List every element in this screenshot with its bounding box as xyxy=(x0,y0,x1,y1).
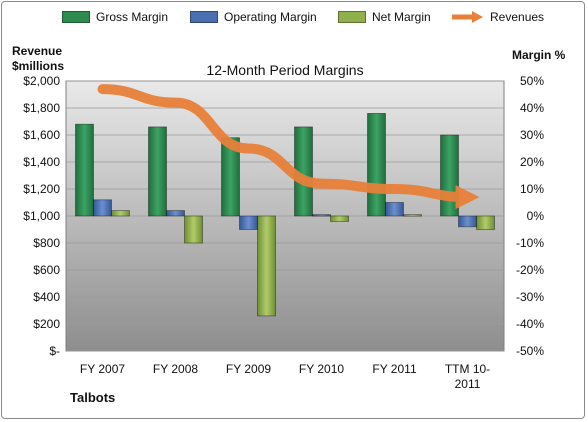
operating-margin-bar xyxy=(458,215,477,228)
y-left-tick-label: $200 xyxy=(33,317,60,331)
x-tick-label: FY 2010 xyxy=(299,362,344,376)
gross-margin-bar xyxy=(221,137,240,217)
legend-swatch-gross xyxy=(62,11,90,23)
legend-label-net: Net Margin xyxy=(372,10,431,24)
y-left-tick-label: $1,800 xyxy=(23,101,60,115)
y-right-tick-label: 50% xyxy=(520,74,544,88)
legend-swatch-operating xyxy=(190,11,218,23)
net-margin-bar xyxy=(403,214,422,217)
x-tick-label: FY 2011 xyxy=(372,362,417,376)
net-margin-bar xyxy=(111,210,130,217)
legend-operating-margin: Operating Margin xyxy=(190,10,317,24)
y-right-tick-label: 10% xyxy=(520,182,544,196)
operating-margin-bar xyxy=(312,214,331,217)
legend-label-revenues: Revenues xyxy=(490,10,545,24)
net-margin-bar xyxy=(184,215,203,244)
revenue-line-layer xyxy=(97,84,480,210)
net-margin-bar xyxy=(330,215,349,222)
legend-gross-margin: Gross Margin xyxy=(62,10,168,24)
y-left-tick-label: $1,400 xyxy=(23,155,60,169)
gross-margin-bar xyxy=(75,123,94,217)
gross-margin-bar xyxy=(367,113,386,217)
y-left-tick-label: $400 xyxy=(33,290,60,304)
gross-margin-bar xyxy=(440,134,459,217)
operating-margin-bar xyxy=(93,199,112,217)
operating-margin-bar xyxy=(239,215,258,230)
y-right-tick-label: -50% xyxy=(516,344,544,358)
revenue-line xyxy=(97,84,480,210)
y-left-tick-label: $600 xyxy=(33,263,60,277)
bars xyxy=(75,113,495,317)
y-left-tick-label: $1,000 xyxy=(23,209,60,223)
left-axis-label-line2: $millions xyxy=(12,59,65,73)
x-tick-label: TTM 10- xyxy=(445,362,490,376)
net-margin-bar xyxy=(257,215,276,317)
y-left-tick-label: $1,600 xyxy=(23,128,60,142)
y-right-tick-label: 20% xyxy=(520,155,544,169)
x-tick-label: 2011 xyxy=(455,377,481,391)
y-left-tick-label: $- xyxy=(49,344,60,358)
y-right-tick-label: 0% xyxy=(527,209,545,223)
operating-margin-bar xyxy=(385,202,404,217)
y-left-tick-label: $1,200 xyxy=(23,182,60,196)
legend-revenues: Revenues xyxy=(450,10,544,24)
y-right-tick-label: -10% xyxy=(516,236,544,250)
legend-label-gross: Gross Margin xyxy=(96,10,169,24)
company-name: Talbots xyxy=(70,390,116,405)
right-axis-label: Margin % xyxy=(512,48,566,62)
legend-swatch-net xyxy=(338,11,366,23)
operating-margin-bar xyxy=(166,210,185,217)
x-tick-label: FY 2008 xyxy=(153,362,198,376)
x-tick-label: FY 2009 xyxy=(226,362,271,376)
net-margin-bar xyxy=(476,215,495,230)
legend-net-margin: Net Margin xyxy=(338,10,431,24)
gross-margin-bar xyxy=(148,126,167,217)
y-left-tick-label: $2,000 xyxy=(23,74,60,88)
legend-label-operating: Operating Margin xyxy=(224,10,317,24)
y-right-tick-label: -30% xyxy=(516,290,544,304)
y-right-tick-label: 30% xyxy=(520,128,544,142)
y-right-tick-label: 40% xyxy=(520,101,544,115)
x-tick-label: FY 2007 xyxy=(80,362,125,376)
gridlines xyxy=(66,80,504,352)
y-right-tick-label: -40% xyxy=(516,317,544,331)
left-axis-label-line1: Revenue xyxy=(12,44,63,58)
chart-title: 12-Month Period Margins xyxy=(206,62,364,78)
left-axis-label: Revenue $millions xyxy=(12,44,64,74)
legend-arrow-icon xyxy=(452,11,483,23)
y-left-tick-label: $800 xyxy=(33,236,60,250)
y-right-tick-label: -20% xyxy=(516,263,544,277)
tick-labels: $- $200 $400 $600 $800 $1,000 $1,200 $1,400 $1,6… xyxy=(23,74,544,391)
